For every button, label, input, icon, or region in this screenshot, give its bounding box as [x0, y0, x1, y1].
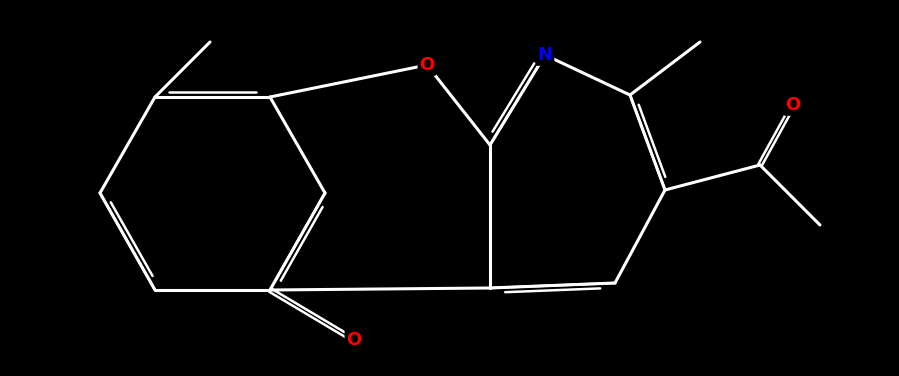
Text: O: O: [346, 331, 361, 349]
Text: O: O: [419, 56, 434, 74]
Text: O: O: [786, 96, 801, 114]
Text: N: N: [538, 46, 553, 64]
